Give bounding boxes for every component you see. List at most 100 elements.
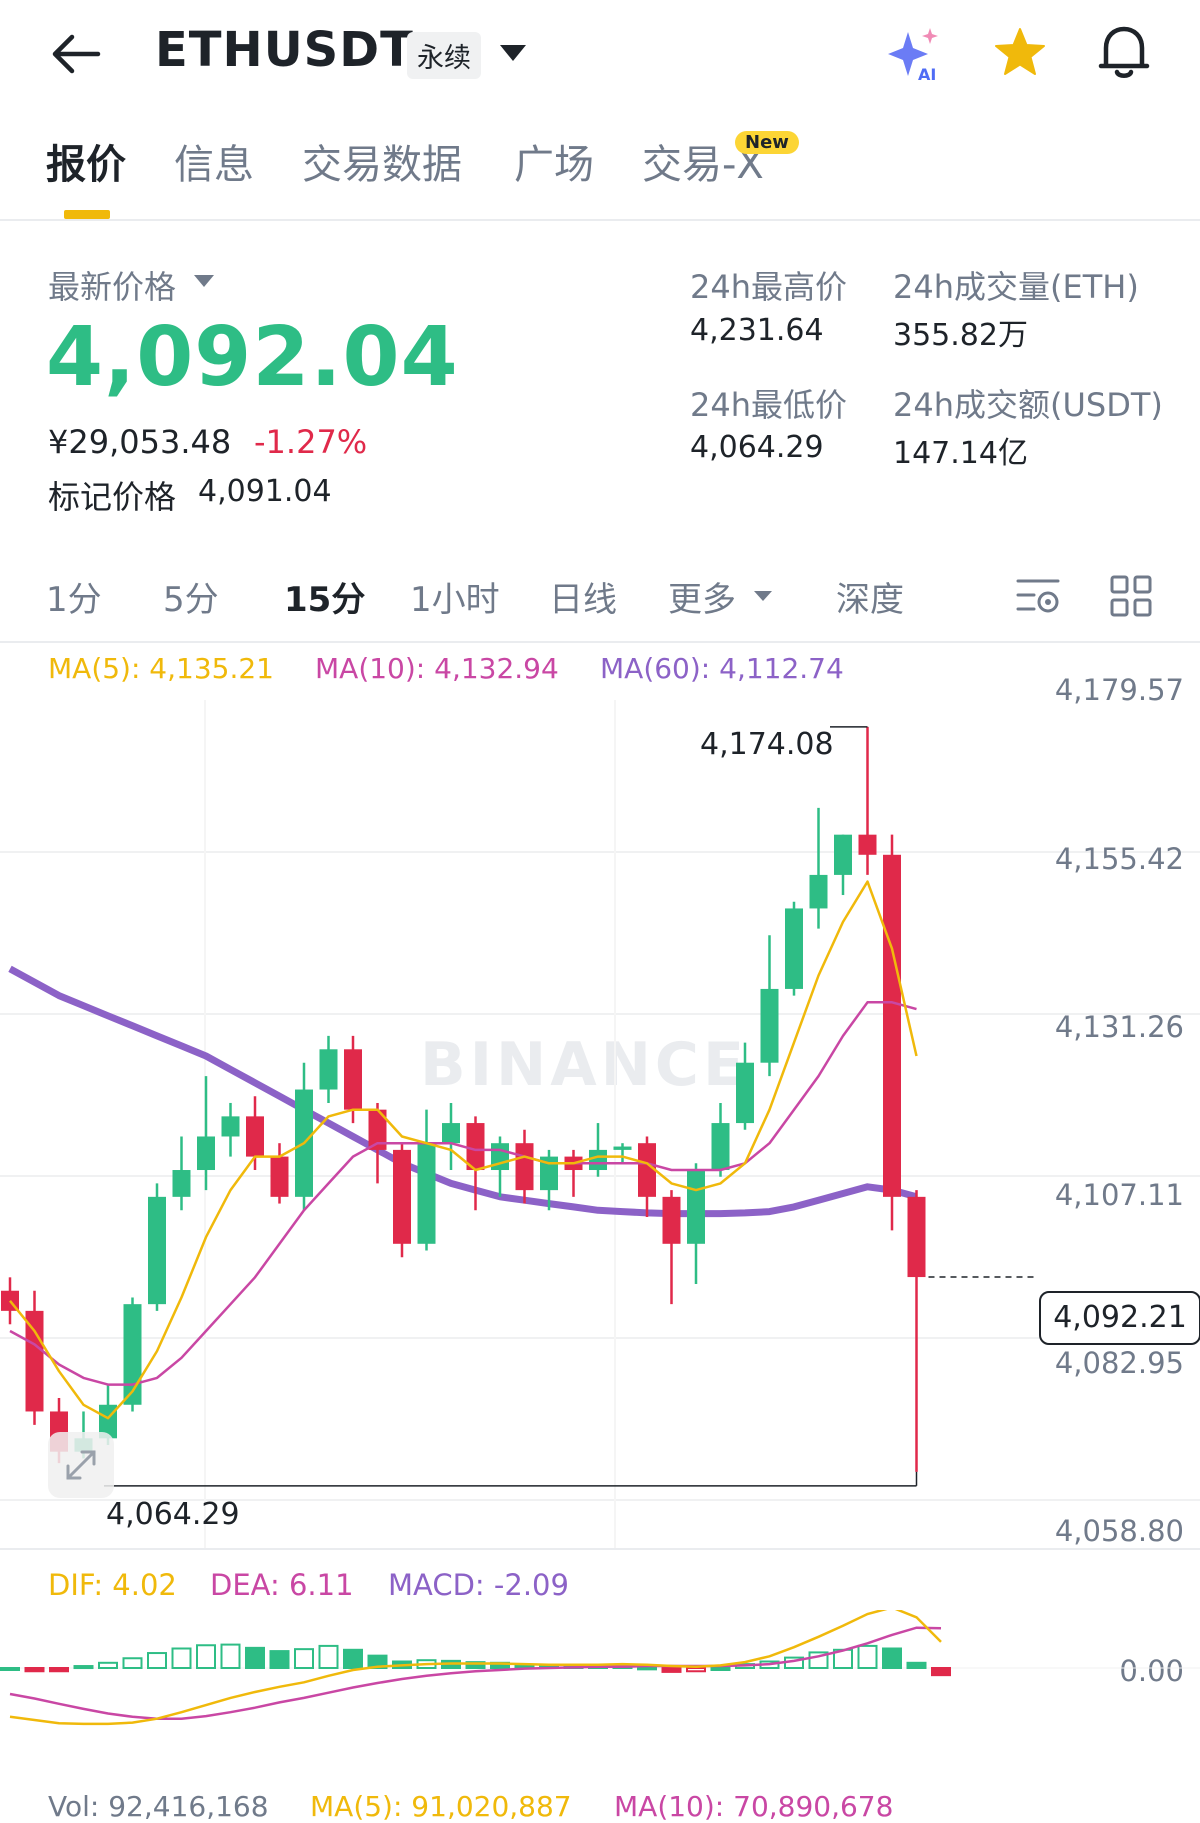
contract-type-badge: 永续: [407, 32, 481, 79]
macd-bar: [171, 1647, 192, 1669]
macd-bar: [73, 1665, 94, 1670]
candle: [638, 1143, 656, 1197]
dif-legend: DIF: 4.02: [48, 1568, 177, 1602]
ai-sparkle-icon[interactable]: AI: [884, 24, 946, 84]
interval-depth[interactable]: 深度: [836, 580, 904, 620]
candlestick-chart[interactable]: [0, 700, 1200, 1550]
bell-icon[interactable]: [1096, 22, 1152, 82]
dea-line: [9, 1626, 942, 1720]
more-caret-icon[interactable]: [752, 589, 774, 603]
macd-bar: [196, 1644, 216, 1669]
candle: [25, 1310, 44, 1412]
svg-text:AI: AI: [918, 65, 936, 84]
y-axis-label: 4,058.80: [1054, 1514, 1184, 1548]
macd-bar: [343, 1648, 363, 1669]
macd-bar: [857, 1644, 878, 1670]
symbol-title[interactable]: ETHUSDT: [155, 22, 414, 78]
volume-usdt-value: 147.14亿: [893, 436, 1028, 471]
ma60-legend: MA(60): 4,112.74: [600, 652, 844, 685]
candle: [907, 1196, 926, 1278]
macd-bar: [122, 1657, 143, 1669]
candle: [442, 1123, 460, 1144]
macd-bar: [906, 1661, 927, 1669]
high-24h-value: 4,231.64: [690, 313, 824, 348]
y-axis-label: 4,131.26: [1054, 1010, 1184, 1044]
interval-1h[interactable]: 1小时: [410, 580, 500, 620]
candle: [711, 1123, 730, 1171]
tab-info[interactable]: 信息: [174, 142, 254, 188]
tab-trading-data[interactable]: 交易数据: [302, 142, 462, 188]
candle: [515, 1143, 534, 1191]
candle: [540, 1156, 558, 1191]
candle: [246, 1116, 264, 1157]
candle: [148, 1196, 166, 1305]
expand-icon: [66, 1450, 96, 1480]
watermark: BINANCE: [420, 1030, 748, 1100]
mark-price: 4,091.04: [198, 474, 332, 509]
y-axis-label: 4,179.57: [1054, 673, 1184, 707]
ma60-line: [8, 965, 918, 1218]
y-axis-label: 4,155.42: [1054, 842, 1184, 876]
ma5-legend: MA(5): 4,135.21: [48, 652, 274, 685]
interval-1d[interactable]: 日线: [549, 580, 617, 620]
macd-divider: [0, 1548, 1200, 1550]
candle: [613, 1146, 632, 1150]
back-arrow-icon[interactable]: [50, 32, 102, 76]
macd-bar: [882, 1647, 902, 1669]
candle: [662, 1196, 681, 1244]
layout-grid-icon[interactable]: [1110, 575, 1152, 617]
macd-bar: [465, 1661, 486, 1670]
cny-price: ¥29,053.48: [48, 423, 232, 461]
current-price-tag: 4,092.21: [1039, 1291, 1200, 1345]
star-icon[interactable]: [992, 26, 1048, 80]
macd-bar: [661, 1667, 682, 1673]
candle: [221, 1116, 240, 1137]
candle: [344, 1049, 362, 1110]
candle: [466, 1123, 485, 1171]
macd-bar: [147, 1652, 167, 1669]
high-marker-label: 4,174.08: [700, 727, 834, 762]
latest-price-label[interactable]: 最新价格: [48, 268, 177, 306]
macd-bar: [98, 1661, 118, 1669]
interval-more[interactable]: 更多: [668, 580, 736, 620]
interval-5m[interactable]: 5分: [163, 580, 219, 620]
candle: [319, 1049, 338, 1090]
fullscreen-button[interactable]: [48, 1432, 114, 1498]
y-axis-label: 4,082.95: [1054, 1346, 1184, 1380]
macd-bar: [245, 1646, 265, 1669]
candle: [785, 908, 803, 989]
dea-legend: DEA: 6.11: [210, 1568, 354, 1602]
macd-bar: [24, 1667, 45, 1673]
macd-bar: [294, 1648, 314, 1670]
macd-bar: [710, 1667, 731, 1671]
indicator-settings-icon[interactable]: [1016, 575, 1062, 617]
candle: [417, 1143, 436, 1244]
price-type-caret-icon[interactable]: [192, 273, 216, 289]
macd-bar: [931, 1667, 951, 1677]
tab-quote[interactable]: 报价: [46, 142, 126, 188]
macd-bar: [367, 1654, 388, 1670]
macd-zero-label: 0.00: [1119, 1654, 1184, 1688]
volume-ma10-legend: MA(10): 70,890,678: [614, 1790, 894, 1823]
latest-price: 4,092.04: [46, 310, 459, 405]
candle: [687, 1170, 705, 1244]
volume-legend: Vol: 92,416,168: [48, 1790, 269, 1823]
low-marker-label: 4,064.29: [106, 1497, 240, 1532]
volume-usdt-label: 24h成交额(USDT): [893, 386, 1163, 424]
candle: [760, 988, 779, 1063]
dif-line: [9, 1610, 942, 1726]
ma5-line: [9, 880, 918, 1420]
volume-eth-label: 24h成交量(ETH): [893, 268, 1139, 306]
interval-1m[interactable]: 1分: [46, 580, 102, 620]
candle: [589, 1149, 607, 1171]
top-bar: ETHUSDT 永续 AI: [0, 0, 1200, 110]
interval-15m[interactable]: 15分: [284, 580, 366, 620]
macd-bar: [686, 1667, 706, 1673]
tabs-divider: [0, 219, 1200, 221]
ma10-legend: MA(10): 4,132.94: [315, 652, 559, 685]
candle: [393, 1149, 411, 1244]
macd-bar: [318, 1644, 339, 1670]
dropdown-caret-icon[interactable]: [498, 42, 528, 64]
candle: [809, 874, 828, 909]
tab-square[interactable]: 广场: [514, 142, 594, 188]
